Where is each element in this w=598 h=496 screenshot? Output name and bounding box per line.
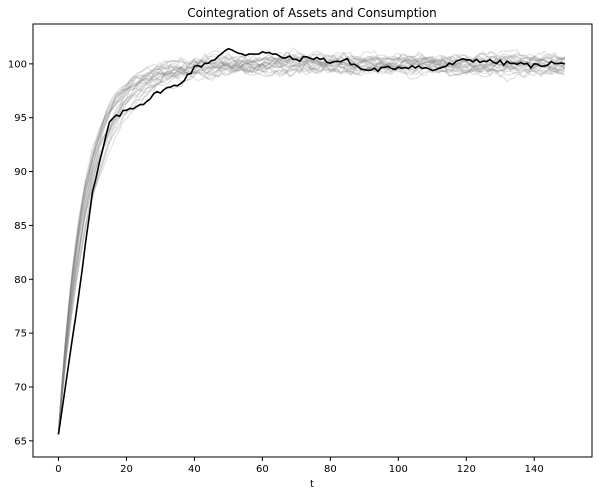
background-path [57,60,565,435]
x-tick-label: 60 [256,464,269,475]
x-tick-label: 120 [457,464,476,475]
background-path [57,59,566,435]
y-tick-label: 80 [14,275,27,286]
x-tick-label: 140 [525,464,544,475]
x-tick-label: 40 [188,464,201,475]
x-axis: 0 20 40 60 80 100 120 140 [55,457,544,475]
x-tick-label: 20 [120,464,133,475]
y-tick-label: 65 [14,436,27,447]
background-path [57,51,565,435]
background-path [57,57,566,435]
background-path [57,59,566,435]
background-path [57,51,565,435]
background-path [57,54,566,435]
highlight-series [57,47,565,435]
background-path [57,56,565,435]
x-tick-label: 0 [55,464,61,475]
background-path [57,60,566,435]
background-path [57,60,566,435]
background-paths [57,47,566,435]
y-tick-label: 90 [14,167,27,178]
y-tick-label: 75 [14,329,27,340]
background-path [57,52,566,435]
background-path [57,49,566,435]
x-tick-label: 80 [324,464,337,475]
background-path [57,60,566,435]
background-path [57,56,566,435]
y-tick-label: 70 [14,382,27,393]
background-path [57,47,565,435]
highlight-line [57,47,565,435]
background-path [57,55,566,435]
background-path [57,49,566,435]
y-tick-label: 100 [8,59,27,70]
chart-title: Cointegration of Assets and Consumption [187,6,437,20]
background-path [57,54,566,435]
x-tick-label: 100 [389,464,408,475]
y-axis: 65 70 75 80 85 90 95 100 [8,59,33,447]
y-tick-label: 95 [14,113,27,124]
y-tick-label: 85 [14,221,27,232]
background-path [57,59,565,435]
x-axis-label: t [310,479,314,490]
background-path [57,49,566,435]
background-path [57,56,566,435]
plot-frame [32,23,593,458]
background-path [57,61,565,435]
